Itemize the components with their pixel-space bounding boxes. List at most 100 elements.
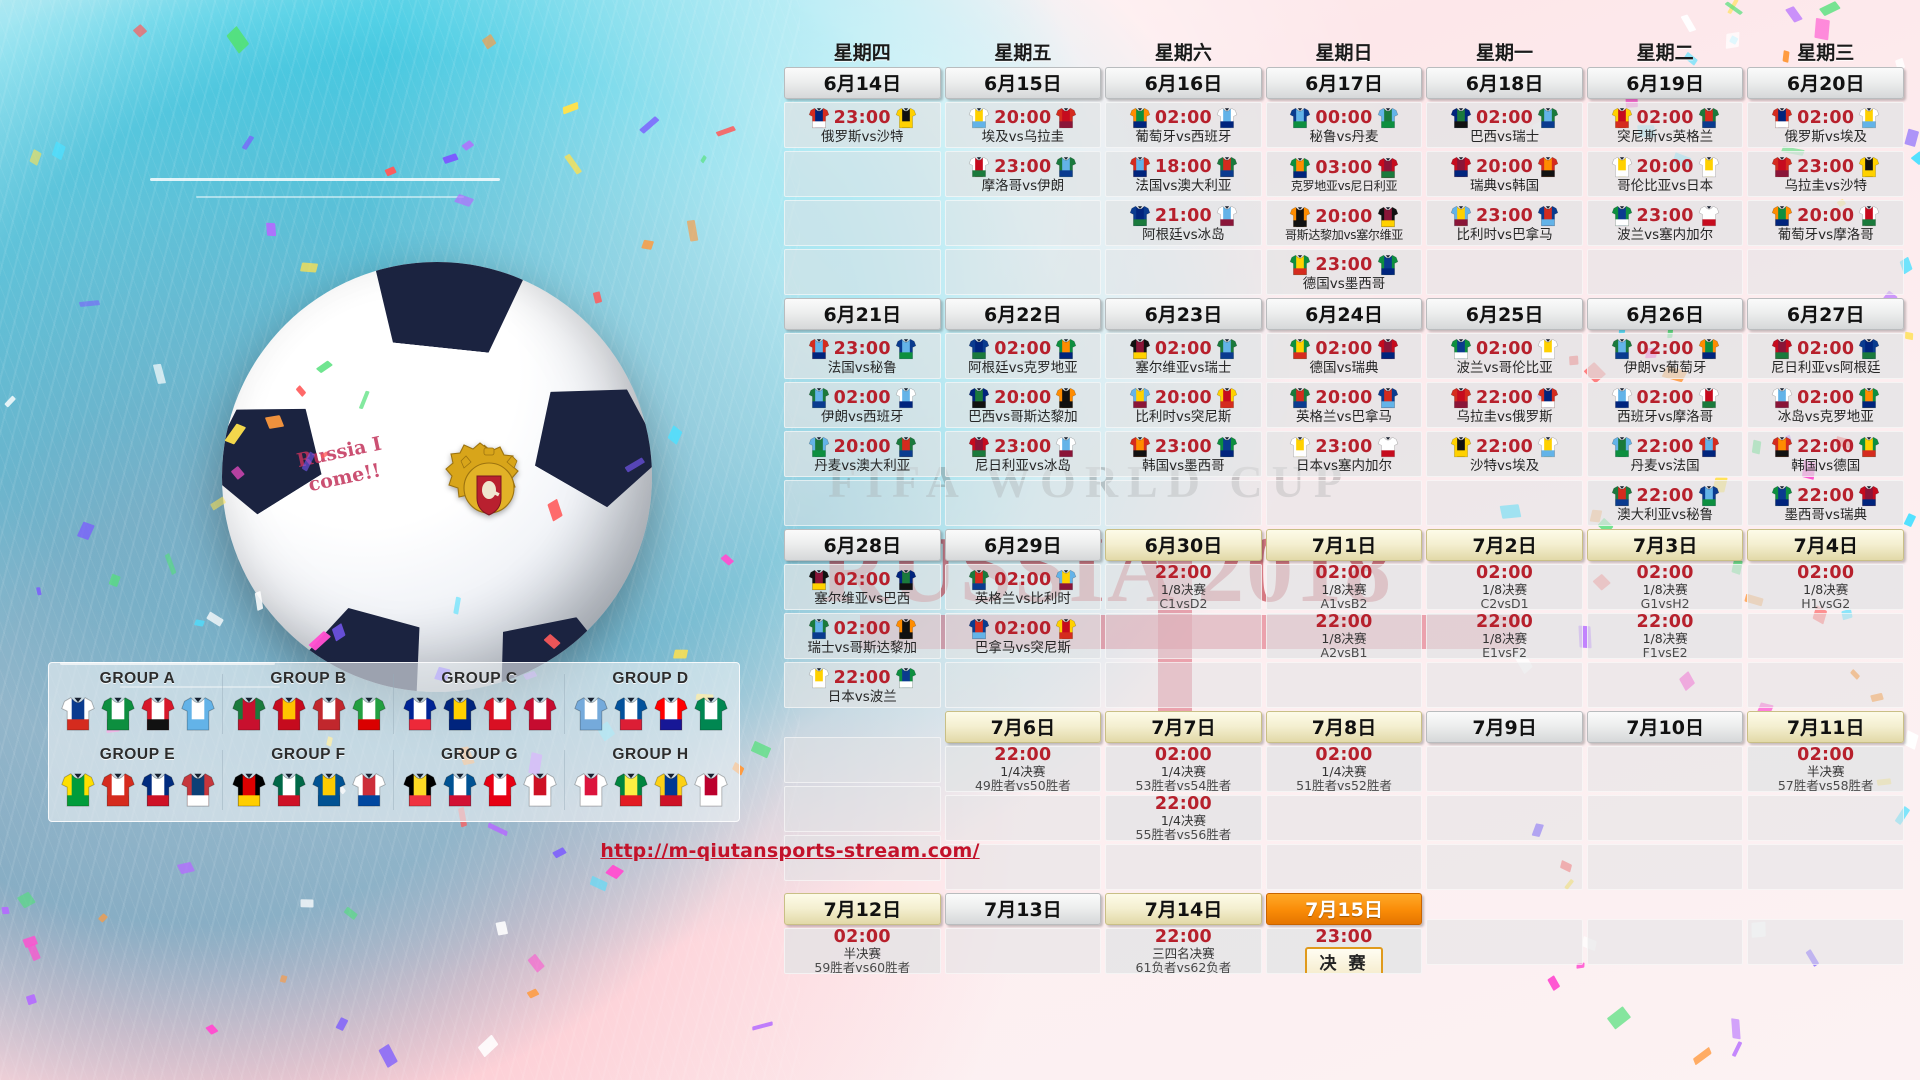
team-jersey-icon	[1611, 206, 1632, 227]
match-cell[interactable]: 23:00 摩洛哥vs伊朗	[944, 151, 1102, 197]
home-team-jersey-icon	[1289, 253, 1311, 276]
match-cell[interactable]: 02:00 尼日利亚vs阿根廷	[1747, 333, 1904, 379]
match-cell[interactable]: 21:00 阿根廷vs冰岛	[1105, 200, 1262, 246]
date-label[interactable]: 7月11日	[1747, 711, 1904, 743]
date-label[interactable]: 6月27日	[1747, 298, 1904, 330]
knockout-match-cell[interactable]: 02:00 1/4决赛 51胜者vs52胜者	[1265, 746, 1423, 792]
match-cell[interactable]: 02:00 塞尔维亚vs巴西	[784, 564, 941, 610]
match-cell[interactable]: 02:00 伊朗vs西班牙	[784, 382, 941, 428]
match-cell[interactable]: 23:00 俄罗斯vs沙特	[784, 102, 941, 148]
date-label[interactable]: 6月26日	[1586, 298, 1744, 330]
date-label[interactable]: 7月15日	[1265, 893, 1423, 925]
date-label[interactable]: 7月6日	[944, 711, 1102, 743]
knockout-match-cell[interactable]: 22:00 1/8决赛 C1vsD2	[1105, 564, 1262, 610]
match-cell[interactable]: 23:00 法国vs秘鲁	[784, 333, 941, 379]
match-cell[interactable]: 02:00 巴拿马vs突尼斯	[944, 613, 1102, 659]
group-jersey-row	[55, 770, 220, 808]
date-label[interactable]: 6月18日	[1426, 67, 1583, 99]
match-cell[interactable]: 02:00 阿根廷vs克罗地亚	[944, 333, 1102, 379]
match-cell[interactable]: 02:00 德国vs瑞典	[1265, 333, 1423, 379]
match-cell[interactable]: 02:00 葡萄牙vs西班牙	[1105, 102, 1262, 148]
match-cell[interactable]: 20:00 丹麦vs澳大利亚	[784, 431, 941, 477]
match-cell[interactable]: 02:00 俄罗斯vs埃及	[1747, 102, 1904, 148]
match-cell[interactable]: 23:00 尼日利亚vs冰岛	[944, 431, 1102, 477]
date-label[interactable]: 6月25日	[1426, 298, 1583, 330]
match-cell[interactable]: 22:00 墨西哥vs瑞典	[1747, 480, 1904, 526]
date-label[interactable]: 7月10日	[1586, 711, 1744, 743]
match-cell[interactable]: 20:00 埃及vs乌拉圭	[944, 102, 1102, 148]
match-cell[interactable]: 20:00 葡萄牙vs摩洛哥	[1747, 200, 1904, 246]
knockout-match-cell[interactable]: 22:00 1/4决赛 55胜者vs56胜者	[1105, 795, 1262, 841]
date-label[interactable]: 7月4日	[1747, 529, 1904, 561]
knockout-match-cell[interactable]: 22:00 1/8决赛 F1vsE2	[1586, 613, 1744, 659]
match-cell[interactable]: 20:00 哥伦比亚vs日本	[1586, 151, 1744, 197]
match-cell[interactable]: 00:00 秘鲁vs丹麦	[1265, 102, 1423, 148]
knockout-match-cell[interactable]: 02:00 1/8决赛 A1vsB2	[1265, 564, 1423, 610]
match-cell[interactable]: 22:00 沙特vs埃及	[1426, 431, 1583, 477]
knockout-match-cell[interactable]: 02:00 1/8决赛 G1vsH2	[1586, 564, 1744, 610]
date-label[interactable]: 7月13日	[944, 893, 1102, 925]
date-label[interactable]: 7月8日	[1265, 711, 1423, 743]
match-time-row: 22:00	[1771, 435, 1880, 459]
knockout-match-cell[interactable]: 02:00 1/4决赛 53胜者vs54胜者	[1105, 746, 1262, 792]
date-label[interactable]: 7月2日	[1426, 529, 1583, 561]
date-label[interactable]: 6月21日	[784, 298, 941, 330]
match-cell[interactable]: 23:00 比利时vs巴拿马	[1426, 200, 1583, 246]
match-cell[interactable]: 23:00 韩国vs墨西哥	[1105, 431, 1262, 477]
match-cell[interactable]: 23:00 德国vs墨西哥	[1265, 249, 1423, 295]
match-cell[interactable]: 02:00 波兰vs哥伦比亚	[1426, 333, 1583, 379]
date-label[interactable]: 7月1日	[1265, 529, 1423, 561]
knockout-match-cell[interactable]: 22:00 1/4决赛 49胜者vs50胜者	[944, 746, 1102, 792]
date-label[interactable]: 6月24日	[1265, 298, 1423, 330]
date-label[interactable]: 6月28日	[784, 529, 941, 561]
date-label[interactable]: 6月16日	[1105, 67, 1262, 99]
match-cell[interactable]: 20:00 瑞典vs韩国	[1426, 151, 1583, 197]
match-cell[interactable]: 23:00 波兰vs塞内加尔	[1586, 200, 1744, 246]
match-cell[interactable]: 02:00 突尼斯vs英格兰	[1586, 102, 1744, 148]
date-label[interactable]: 6月14日	[784, 67, 941, 99]
match-cell[interactable]: 22:00 韩国vs德国	[1747, 431, 1904, 477]
match-cell[interactable]: 23:00 乌拉圭vs沙特	[1747, 151, 1904, 197]
match-cell[interactable]: 02:00 西班牙vs摩洛哥	[1586, 382, 1744, 428]
final-match-cell[interactable]: 23:00 决 赛	[1265, 928, 1423, 974]
knockout-match-cell[interactable]: 22:00 三四名决赛 61负者vs62负者	[1105, 928, 1262, 974]
date-label[interactable]: 6月23日	[1105, 298, 1262, 330]
date-label[interactable]: 6月20日	[1747, 67, 1904, 99]
knockout-match-cell[interactable]: 22:00 1/8决赛 A2vsB1	[1265, 613, 1423, 659]
source-url-link[interactable]: http://m-qiutansports-stream.com/	[600, 840, 980, 862]
match-cell[interactable]: 03:00 克罗地亚vs尼日利亚	[1265, 151, 1423, 197]
date-label[interactable]: 6月22日	[944, 298, 1102, 330]
date-label[interactable]: 7月7日	[1105, 711, 1262, 743]
date-label[interactable]: 6月15日	[944, 67, 1102, 99]
match-cell[interactable]: 22:00 丹麦vs法国	[1586, 431, 1744, 477]
match-cell[interactable]: 20:00 英格兰vs巴拿马	[1265, 382, 1423, 428]
match-cell[interactable]: 02:00 塞尔维亚vs瑞士	[1105, 333, 1262, 379]
knockout-match-cell[interactable]: 02:00 半决赛 59胜者vs60胜者	[784, 928, 941, 974]
match-cell[interactable]: 20:00 巴西vs哥斯达黎加	[944, 382, 1102, 428]
date-label[interactable]: 7月14日	[1105, 893, 1262, 925]
date-label[interactable]: 6月19日	[1586, 67, 1744, 99]
match-cell[interactable]: 02:00 冰岛vs克罗地亚	[1747, 382, 1904, 428]
date-label[interactable]: 6月30日	[1105, 529, 1262, 561]
match-cell[interactable]: 20:00 哥斯达黎加vs塞尔维亚	[1265, 200, 1423, 246]
date-label[interactable]: 6月17日	[1265, 67, 1423, 99]
date-label[interactable]: 7月12日	[784, 893, 941, 925]
match-cell[interactable]: 22:00 澳大利亚vs秘鲁	[1586, 480, 1744, 526]
match-cell[interactable]: 02:00 瑞士vs哥斯达黎加	[784, 613, 941, 659]
match-cell[interactable]: 02:00 英格兰vs比利时	[944, 564, 1102, 610]
match-cell[interactable]: 20:00 比利时vs突尼斯	[1105, 382, 1262, 428]
match-cell[interactable]: 23:00 日本vs塞内加尔	[1265, 431, 1423, 477]
knockout-match-cell[interactable]: 22:00 1/8决赛 E1vsF2	[1426, 613, 1583, 659]
match-cell[interactable]: 02:00 巴西vs瑞士	[1426, 102, 1583, 148]
knockout-match-cell[interactable]: 02:00 半决赛 57胜者vs58胜者	[1747, 746, 1904, 792]
date-label[interactable]: 7月9日	[1426, 711, 1583, 743]
match-cell[interactable]: 18:00 法国vs澳大利亚	[1105, 151, 1262, 197]
date-label[interactable]: 6月29日	[944, 529, 1102, 561]
knockout-match-cell[interactable]: 02:00 1/8决赛 H1vsG2	[1747, 564, 1904, 610]
match-cell[interactable]: 22:00 乌拉圭vs俄罗斯	[1426, 382, 1583, 428]
date-label[interactable]: 7月3日	[1586, 529, 1744, 561]
knockout-match-cell[interactable]: 02:00 1/8决赛 C2vsD1	[1426, 564, 1583, 610]
match-cell[interactable]: 02:00 伊朗vs葡萄牙	[1586, 333, 1744, 379]
group-jersey-brazil	[60, 770, 96, 808]
match-cell[interactable]: 22:00 日本vs波兰	[784, 662, 941, 708]
